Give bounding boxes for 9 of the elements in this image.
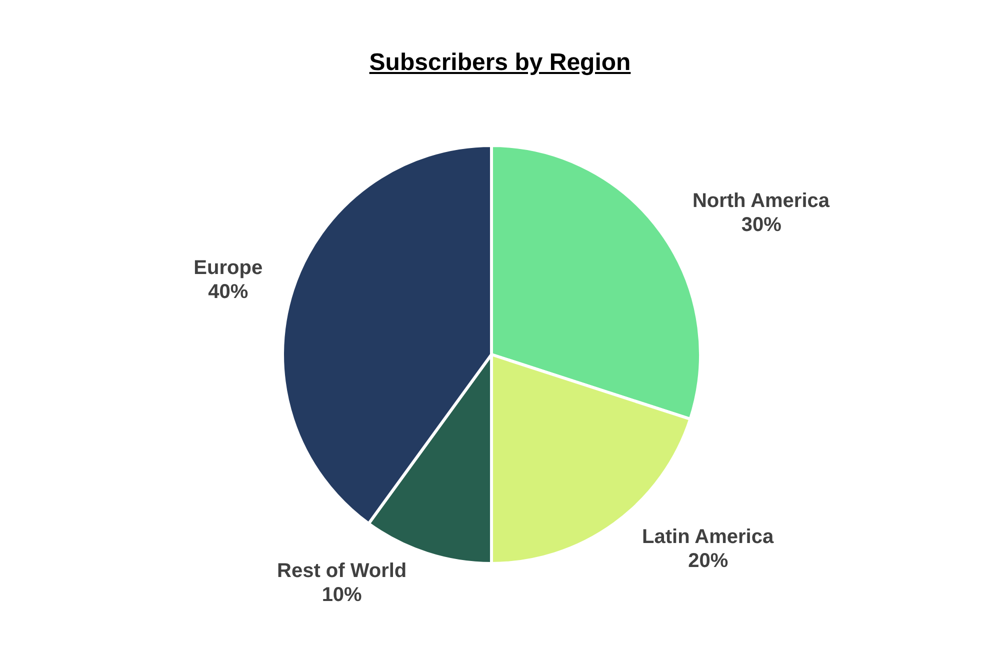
slice-label: North America [692, 190, 830, 212]
data-label: 30% [741, 214, 782, 236]
slice-label: Latin America [642, 526, 774, 548]
slice-label: Rest of World [277, 560, 407, 582]
data-label: 20% [688, 550, 728, 572]
chart-title: Subscribers by Region [368, 48, 632, 78]
data-label: 40% [208, 281, 248, 304]
slice-label: Europe [194, 257, 263, 280]
data-label: 10% [322, 584, 362, 606]
